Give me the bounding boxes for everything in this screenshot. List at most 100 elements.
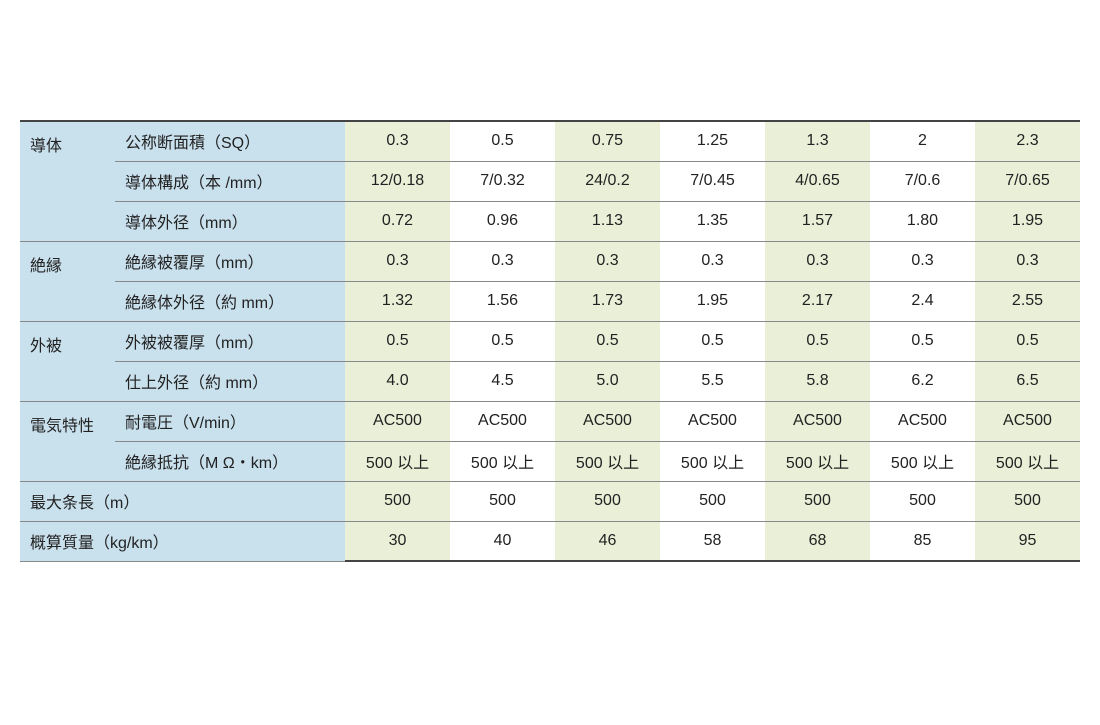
value-cell: 0.5 — [660, 321, 765, 361]
table-row: 導体構成（本 /mm）12/0.187/0.3224/0.27/0.454/0.… — [20, 161, 1080, 201]
value-cell: 4/0.65 — [765, 161, 870, 201]
subcategory-label: 公称断面積（SQ） — [115, 121, 345, 161]
value-cell: 0.96 — [450, 201, 555, 241]
table-row: 絶縁抵抗（M Ω・km）500 以上500 以上500 以上500 以上500 … — [20, 441, 1080, 481]
value-cell: 500 — [870, 481, 975, 521]
value-cell: 0.72 — [345, 201, 450, 241]
subcategory-label: 耐電圧（V/min） — [115, 401, 345, 441]
table-row: 最大条長（m）500500500500500500500 — [20, 481, 1080, 521]
value-cell: 0.3 — [870, 241, 975, 281]
table-row: 概算質量（kg/km）30404658688595 — [20, 521, 1080, 561]
value-cell: 2.17 — [765, 281, 870, 321]
value-cell: 500 — [345, 481, 450, 521]
value-cell: 0.5 — [450, 121, 555, 161]
value-cell: 5.0 — [555, 361, 660, 401]
value-cell: 500 以上 — [975, 441, 1080, 481]
value-cell: 1.57 — [765, 201, 870, 241]
value-cell: 24/0.2 — [555, 161, 660, 201]
table-row: 導体外径（mm）0.720.961.131.351.571.801.95 — [20, 201, 1080, 241]
value-cell: 1.3 — [765, 121, 870, 161]
category-label: 電気特性 — [20, 401, 115, 481]
value-cell: 5.8 — [765, 361, 870, 401]
value-cell: 7/0.45 — [660, 161, 765, 201]
value-cell: 0.5 — [870, 321, 975, 361]
category-label: 概算質量（kg/km） — [20, 521, 345, 561]
value-cell: 1.95 — [660, 281, 765, 321]
value-cell: AC500 — [345, 401, 450, 441]
subcategory-label: 絶縁被覆厚（mm） — [115, 241, 345, 281]
value-cell: 0.3 — [450, 241, 555, 281]
value-cell: 500 — [555, 481, 660, 521]
value-cell: 6.5 — [975, 361, 1080, 401]
value-cell: 4.5 — [450, 361, 555, 401]
subcategory-label: 導体構成（本 /mm） — [115, 161, 345, 201]
value-cell: 2 — [870, 121, 975, 161]
value-cell: 30 — [345, 521, 450, 561]
value-cell: 0.3 — [345, 121, 450, 161]
value-cell: 0.5 — [975, 321, 1080, 361]
value-cell: 500 — [975, 481, 1080, 521]
table-row: 絶縁絶縁被覆厚（mm）0.30.30.30.30.30.30.3 — [20, 241, 1080, 281]
value-cell: 0.3 — [975, 241, 1080, 281]
value-cell: AC500 — [450, 401, 555, 441]
value-cell: 5.5 — [660, 361, 765, 401]
table-row: 電気特性耐電圧（V/min）AC500AC500AC500AC500AC500A… — [20, 401, 1080, 441]
category-label: 導体 — [20, 121, 115, 241]
value-cell: 0.5 — [765, 321, 870, 361]
value-cell: 500 以上 — [660, 441, 765, 481]
value-cell: 1.35 — [660, 201, 765, 241]
value-cell: 0.5 — [555, 321, 660, 361]
value-cell: 1.25 — [660, 121, 765, 161]
value-cell: 1.56 — [450, 281, 555, 321]
table-row: 外被外被被覆厚（mm）0.50.50.50.50.50.50.5 — [20, 321, 1080, 361]
value-cell: 500 — [660, 481, 765, 521]
value-cell: 7/0.6 — [870, 161, 975, 201]
value-cell: 0.3 — [765, 241, 870, 281]
value-cell: 0.5 — [345, 321, 450, 361]
value-cell: 95 — [975, 521, 1080, 561]
value-cell: AC500 — [660, 401, 765, 441]
value-cell: 0.3 — [555, 241, 660, 281]
value-cell: AC500 — [765, 401, 870, 441]
value-cell: 1.73 — [555, 281, 660, 321]
value-cell: 85 — [870, 521, 975, 561]
value-cell: 0.3 — [660, 241, 765, 281]
value-cell: 2.3 — [975, 121, 1080, 161]
value-cell: 1.80 — [870, 201, 975, 241]
value-cell: 500 以上 — [765, 441, 870, 481]
value-cell: 46 — [555, 521, 660, 561]
value-cell: 4.0 — [345, 361, 450, 401]
value-cell: 58 — [660, 521, 765, 561]
value-cell: 68 — [765, 521, 870, 561]
value-cell: 7/0.32 — [450, 161, 555, 201]
value-cell: 0.3 — [345, 241, 450, 281]
spec-table: 導体公称断面積（SQ）0.30.50.751.251.322.3導体構成（本 /… — [20, 120, 1080, 562]
value-cell: 2.4 — [870, 281, 975, 321]
value-cell: 0.5 — [450, 321, 555, 361]
value-cell: 500 以上 — [870, 441, 975, 481]
subcategory-label: 絶縁体外径（約 mm） — [115, 281, 345, 321]
subcategory-label: 絶縁抵抗（M Ω・km） — [115, 441, 345, 481]
value-cell: 40 — [450, 521, 555, 561]
category-label: 最大条長（m） — [20, 481, 345, 521]
category-label: 絶縁 — [20, 241, 115, 321]
subcategory-label: 仕上外径（約 mm） — [115, 361, 345, 401]
value-cell: 12/0.18 — [345, 161, 450, 201]
value-cell: AC500 — [555, 401, 660, 441]
category-label: 外被 — [20, 321, 115, 401]
value-cell: 1.13 — [555, 201, 660, 241]
value-cell: 500 以上 — [555, 441, 660, 481]
value-cell: 0.75 — [555, 121, 660, 161]
table-row: 絶縁体外径（約 mm）1.321.561.731.952.172.42.55 — [20, 281, 1080, 321]
value-cell: 6.2 — [870, 361, 975, 401]
value-cell: AC500 — [870, 401, 975, 441]
value-cell: AC500 — [975, 401, 1080, 441]
value-cell: 1.32 — [345, 281, 450, 321]
value-cell: 500 以上 — [345, 441, 450, 481]
table-row: 仕上外径（約 mm）4.04.55.05.55.86.26.5 — [20, 361, 1080, 401]
subcategory-label: 外被被覆厚（mm） — [115, 321, 345, 361]
value-cell: 500 — [450, 481, 555, 521]
value-cell: 500 以上 — [450, 441, 555, 481]
subcategory-label: 導体外径（mm） — [115, 201, 345, 241]
value-cell: 1.95 — [975, 201, 1080, 241]
